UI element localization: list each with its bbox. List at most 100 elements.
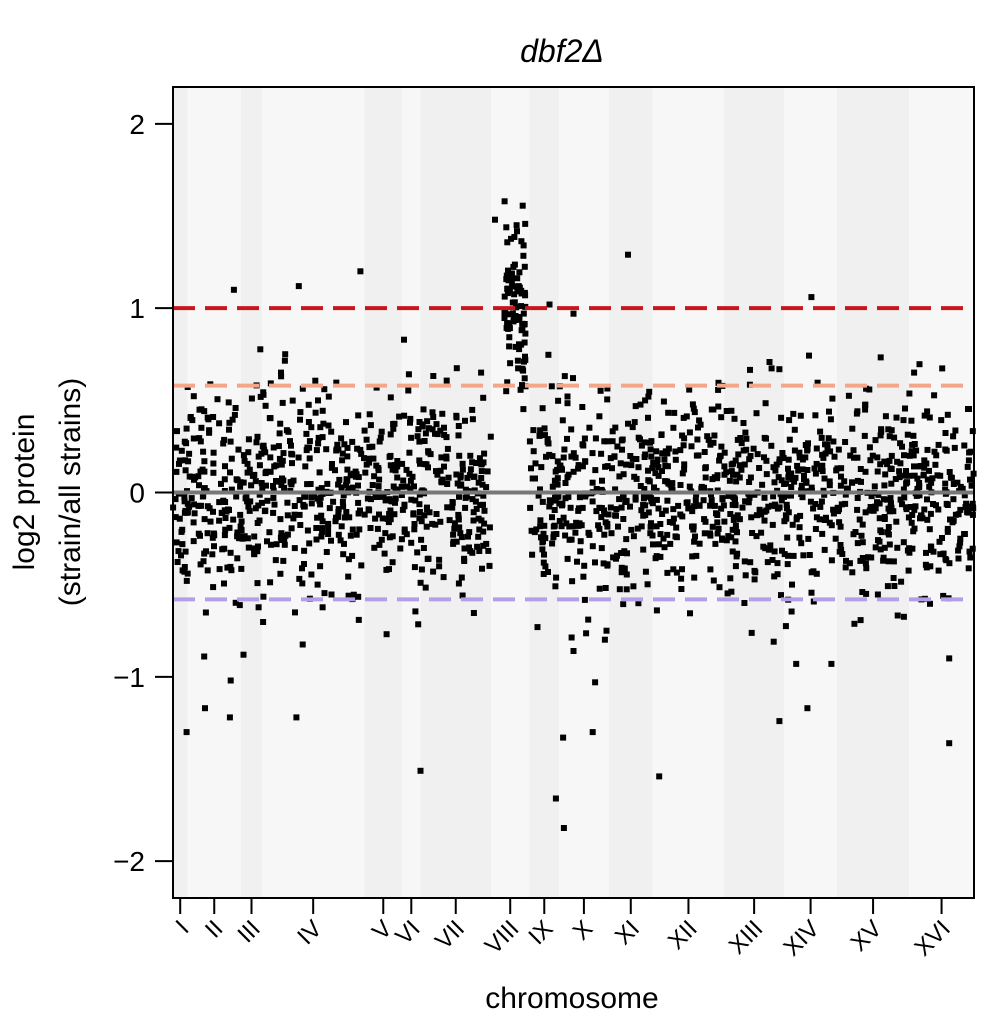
data-point (241, 457, 248, 464)
data-point (797, 512, 804, 519)
data-point (789, 581, 795, 588)
data-point (429, 409, 436, 416)
data-point (927, 563, 934, 570)
data-point (478, 461, 485, 468)
data-point (646, 478, 653, 485)
data-point (967, 554, 974, 561)
data-point (470, 509, 477, 516)
data-point (469, 459, 476, 466)
data-point (961, 531, 968, 537)
data-point (541, 522, 548, 529)
data-point (808, 484, 815, 491)
data-point (232, 405, 239, 411)
data-point (899, 443, 905, 450)
data-point (774, 560, 781, 567)
data-point (819, 530, 826, 537)
data-point (293, 714, 300, 721)
data-point (862, 560, 869, 567)
data-point (629, 424, 636, 431)
data-point (638, 442, 645, 449)
data-point (297, 409, 304, 416)
data-point (662, 448, 669, 455)
data-point (313, 447, 320, 454)
data-point (501, 293, 508, 300)
x-tick-label-II: II (200, 915, 229, 944)
data-point (604, 396, 611, 403)
data-point (641, 486, 648, 492)
data-point (234, 555, 241, 562)
data-point (608, 530, 615, 537)
data-point (469, 416, 476, 423)
data-point (514, 275, 521, 282)
data-point (778, 414, 785, 421)
data-point (520, 310, 527, 317)
data-point (449, 499, 456, 506)
y-axis-label-line2: (strain/all strains) (54, 378, 87, 606)
data-point (686, 429, 693, 436)
data-point (839, 551, 846, 557)
data-point (872, 544, 879, 551)
data-point (808, 294, 815, 301)
data-point (579, 463, 586, 470)
data-point (659, 468, 665, 474)
data-point (289, 397, 296, 404)
data-point (262, 507, 269, 514)
data-point (800, 552, 807, 559)
data-point (627, 453, 634, 459)
data-point (669, 519, 676, 526)
data-point (921, 412, 928, 419)
data-point (863, 385, 870, 392)
data-point (279, 399, 286, 406)
data-point (291, 545, 298, 552)
data-point (475, 479, 482, 486)
data-point (858, 478, 864, 485)
data-point (857, 466, 864, 472)
data-point (477, 502, 484, 508)
data-point (781, 551, 788, 558)
data-point (874, 468, 881, 475)
data-point (753, 533, 760, 540)
data-point (287, 438, 293, 445)
data-point (903, 506, 910, 513)
data-point (814, 379, 821, 386)
data-point (537, 427, 544, 434)
x-tick-label-III: III (232, 915, 265, 948)
data-point (651, 484, 657, 491)
data-point (225, 506, 231, 513)
data-point (648, 520, 654, 527)
data-point (580, 573, 587, 580)
data-point (301, 561, 307, 567)
data-point (798, 482, 805, 489)
data-point (339, 450, 346, 457)
data-point (768, 442, 775, 449)
data-point (718, 443, 725, 450)
data-point (739, 504, 746, 511)
data-point (579, 441, 586, 448)
data-point (736, 516, 743, 523)
data-point (325, 531, 332, 537)
data-point (719, 495, 726, 502)
data-point (942, 430, 949, 436)
data-point (715, 386, 722, 393)
data-point (407, 415, 414, 422)
data-point (343, 509, 350, 515)
data-point (788, 608, 795, 615)
data-point (969, 428, 976, 435)
data-point (967, 448, 974, 455)
data-point (635, 464, 642, 471)
data-point (226, 426, 232, 433)
data-point (906, 390, 913, 397)
data-point (707, 441, 714, 448)
data-point (664, 531, 671, 538)
data-point (337, 537, 344, 544)
data-point (475, 533, 482, 540)
data-point (319, 407, 326, 414)
data-point (732, 457, 739, 464)
data-point (214, 396, 221, 403)
data-point (278, 461, 285, 468)
data-point (701, 530, 708, 537)
data-point (480, 528, 487, 535)
data-point (437, 518, 444, 525)
data-point (190, 538, 197, 545)
data-point (433, 511, 440, 517)
